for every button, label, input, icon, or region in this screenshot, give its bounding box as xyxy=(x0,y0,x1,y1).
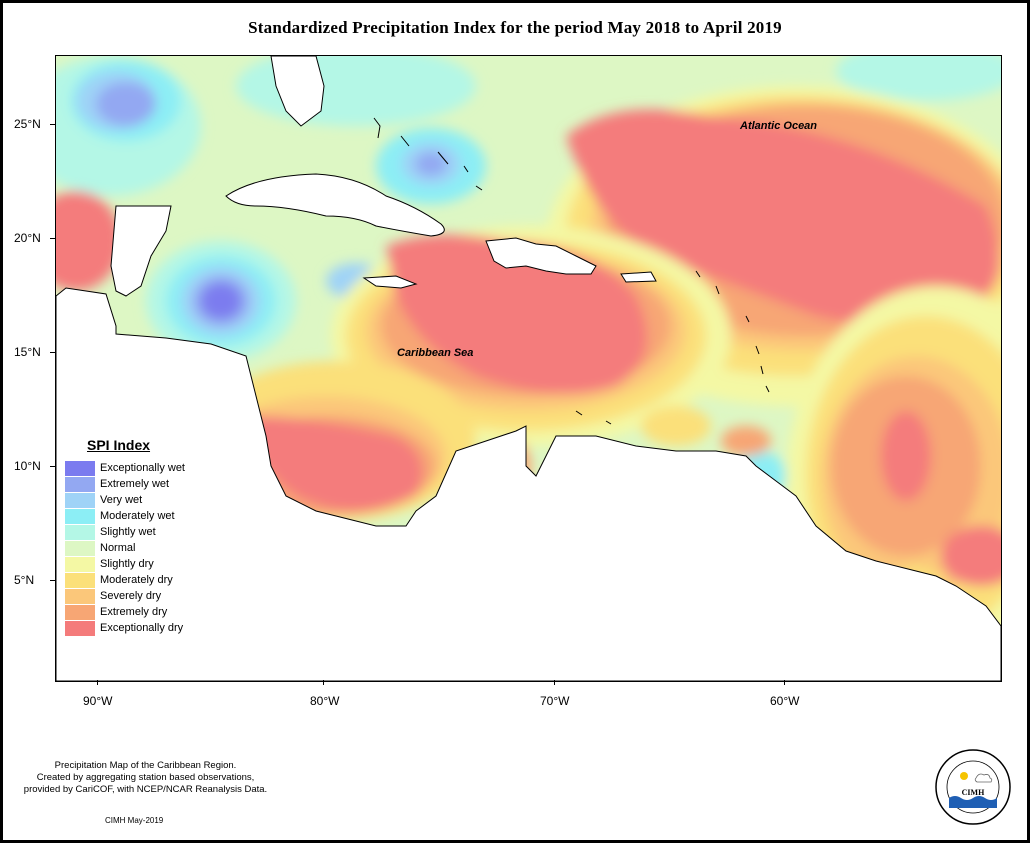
spi-legend: SPI Index Exceptionally wet Extremely wet… xyxy=(65,437,215,636)
lat-label-10n: 10°N xyxy=(14,459,41,473)
legend-swatch xyxy=(65,508,95,524)
legend-label: Slightly wet xyxy=(100,526,156,538)
lat-label-5n: 5°N xyxy=(14,573,35,587)
legend-label: Extremely dry xyxy=(100,606,168,618)
legend-label: Slightly dry xyxy=(100,558,154,570)
land-masses xyxy=(56,56,1001,681)
lat-label-20n: 20°N xyxy=(14,231,41,245)
lon-label-80w: 80°W xyxy=(310,694,340,708)
lon-label-70w: 70°W xyxy=(540,694,570,708)
atlantic-ocean-label: Atlantic Ocean xyxy=(740,120,818,132)
legend-item: Extremely wet xyxy=(65,476,215,492)
legend-swatch xyxy=(65,620,95,636)
legend-label: Extremely wet xyxy=(100,478,170,490)
legend-swatch xyxy=(65,492,95,508)
legend-item: Exceptionally dry xyxy=(65,620,215,636)
legend-swatch xyxy=(65,572,95,588)
legend-item: Extremely dry xyxy=(65,604,215,620)
legend-swatch xyxy=(65,524,95,540)
logo-text: CIMH xyxy=(962,788,985,797)
legend-swatch xyxy=(65,556,95,572)
spi-map-canvas xyxy=(56,56,1001,681)
spi-map xyxy=(55,55,1002,682)
lon-label-90w: 90°W xyxy=(83,694,113,708)
caribbean-sea-label: Caribbean Sea xyxy=(397,347,474,359)
legend-label: Moderately wet xyxy=(100,510,175,522)
lat-label-25n: 25°N xyxy=(14,117,41,131)
legend-item: Moderately wet xyxy=(65,508,215,524)
legend-label: Very wet xyxy=(100,494,143,506)
legend-swatch xyxy=(65,460,95,476)
date-stamp: CIMH May-2019 xyxy=(105,816,164,825)
island-outlines xyxy=(373,117,770,425)
legend-label: Exceptionally wet xyxy=(100,462,185,474)
legend-swatch xyxy=(65,476,95,492)
lon-label-60w: 60°W xyxy=(770,694,800,708)
legend-label: Normal xyxy=(100,542,136,554)
legend-swatch xyxy=(65,604,95,620)
legend-swatch xyxy=(65,540,95,556)
caption-line-1: Precipitation Map of the Caribbean Regio… xyxy=(54,760,237,771)
legend-item: Moderately dry xyxy=(65,572,215,588)
lat-label-15n: 15°N xyxy=(14,345,41,359)
legend-label: Exceptionally dry xyxy=(100,622,184,634)
legend-title: SPI Index xyxy=(87,437,151,453)
legend-item: Slightly wet xyxy=(65,524,215,540)
legend-item: Slightly dry xyxy=(65,556,215,572)
legend-label: Moderately dry xyxy=(100,574,173,586)
caption-line-2: Created by aggregating station based obs… xyxy=(36,772,255,783)
legend-swatch xyxy=(65,588,95,604)
map-title: Standardized Precipitation Index for the… xyxy=(248,18,782,37)
legend-item: Exceptionally wet xyxy=(65,460,215,476)
legend-item: Severely dry xyxy=(65,588,215,604)
caption-line-3: provided by CariCOF, with NCEP/NCAR Rean… xyxy=(23,784,268,795)
legend-label: Severely dry xyxy=(100,590,162,602)
cimh-logo-icon: CIMH xyxy=(935,749,1011,825)
legend-item: Very wet xyxy=(65,492,215,508)
map-caption: Precipitation Map of the Caribbean Regio… xyxy=(8,760,283,796)
legend-item: Normal xyxy=(65,540,215,556)
cimh-logo: CIMH xyxy=(934,748,1012,826)
